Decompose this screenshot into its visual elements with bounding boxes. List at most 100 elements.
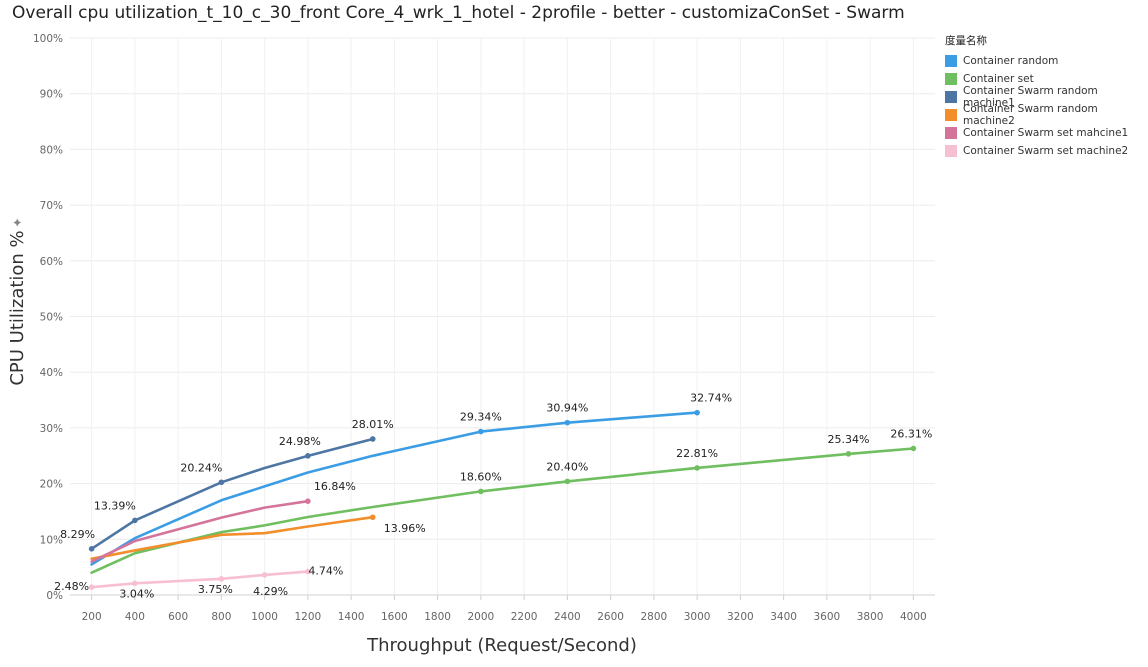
data-label: 13.96% <box>384 522 426 535</box>
data-point[interactable] <box>564 419 571 426</box>
data-label: 26.31% <box>890 427 932 440</box>
y-tick-label: 30% <box>40 423 63 435</box>
x-tick-label: 2400 <box>554 611 581 623</box>
legend-item[interactable]: Container Swarm set machine2 <box>945 142 1148 160</box>
series-line[interactable] <box>90 411 699 566</box>
series-layer <box>88 409 917 591</box>
data-point[interactable] <box>845 451 852 457</box>
legend-swatch <box>945 73 957 85</box>
legend: 度量名称 Container random Container set Contai… <box>945 33 1148 160</box>
grid-layer <box>70 37 935 596</box>
x-tick-label: 2200 <box>511 611 538 623</box>
legend-label: Container Swarm set machine2 <box>963 145 1129 157</box>
x-tick-label: 1600 <box>381 611 408 623</box>
data-label: 8.29% <box>60 528 95 541</box>
data-label: 4.29% <box>253 585 288 598</box>
data-label-layer: 29.34% 30.94% 32.74% 18.60% 20.40% 22.81% 25.3… <box>54 392 932 601</box>
legend-label: Container random <box>963 55 1059 67</box>
legend-item[interactable]: Container Swarm random machine1 <box>945 85 1148 109</box>
y-tick-label: 0% <box>46 590 63 602</box>
x-tick-label: 3600 <box>814 611 841 623</box>
series-line[interactable] <box>90 437 375 551</box>
y-tick-label: 90% <box>40 89 63 101</box>
data-label: 29.34% <box>460 411 502 424</box>
data-point[interactable] <box>694 465 700 471</box>
data-point[interactable] <box>305 453 311 459</box>
data-point[interactable] <box>564 478 571 485</box>
x-tick-label: 200 <box>82 611 102 623</box>
legend-swatch <box>945 127 957 139</box>
data-label: 28.01% <box>352 418 394 431</box>
data-point[interactable] <box>88 584 95 591</box>
y-tick-label: 50% <box>40 312 63 324</box>
y-axis-title-group: CPU Utilization % ✦ <box>7 217 28 386</box>
x-tick-label: 1400 <box>338 611 365 623</box>
y-tick-label: 20% <box>40 479 63 491</box>
data-label: 4.74% <box>308 565 343 578</box>
data-point[interactable] <box>261 572 268 578</box>
data-point[interactable] <box>305 498 311 505</box>
data-label: 32.74% <box>690 392 732 405</box>
legend-label: Container Swarm random machine1 <box>963 85 1098 109</box>
data-label: 24.98% <box>279 435 321 448</box>
x-tick-label: 800 <box>211 611 231 623</box>
x-tick-label: 3000 <box>684 611 711 623</box>
data-point[interactable] <box>132 517 138 524</box>
x-tick-label: 3400 <box>770 611 797 623</box>
x-tick-label: 2800 <box>641 611 668 623</box>
legend-title: 度量名称 <box>945 35 987 47</box>
series-line[interactable] <box>90 499 310 563</box>
x-tick-label: 600 <box>168 611 188 623</box>
data-label: 13.39% <box>94 499 136 512</box>
data-label: 3.04% <box>119 587 154 600</box>
x-tick-label: 3800 <box>857 611 884 623</box>
data-point[interactable] <box>88 546 95 552</box>
data-label: 2.48% <box>54 580 89 593</box>
legend-items: Container random Container set Container S… <box>945 52 1148 160</box>
axis-layer: 0% 10% 20% 30% 40% 50% 60% 70% 80% 90% 100% 200 400 6… <box>33 33 935 623</box>
data-label: 18.60% <box>460 470 502 483</box>
y-tick-label: 70% <box>40 200 63 212</box>
legend-swatch <box>945 109 957 121</box>
legend-item[interactable]: Container Swarm random machine2 <box>945 103 1148 127</box>
x-axis-title: Throughput (Request/Second) <box>366 635 637 656</box>
x-tick-label: 2600 <box>597 611 624 623</box>
data-point[interactable] <box>478 428 484 435</box>
data-label: 20.40% <box>546 460 588 473</box>
y-axis-title: CPU Utilization % <box>7 230 28 385</box>
data-point[interactable] <box>694 409 700 416</box>
series-line[interactable] <box>90 515 375 561</box>
data-point[interactable] <box>369 514 376 521</box>
y-tick-label: 10% <box>40 534 63 546</box>
legend-label: Container Swarm set mahcine1 <box>963 127 1129 139</box>
data-point[interactable] <box>478 488 484 495</box>
data-label: 22.81% <box>676 447 718 460</box>
data-point[interactable] <box>218 479 225 486</box>
legend-item[interactable]: Container random <box>945 52 1148 70</box>
legend-label: Container Swarm random machine2 <box>963 103 1098 127</box>
data-label: 20.24% <box>180 461 222 474</box>
data-point[interactable] <box>369 436 376 442</box>
x-tick-label: 3200 <box>727 611 754 623</box>
data-label: 3.75% <box>198 583 233 596</box>
y-tick-label: 60% <box>40 256 63 268</box>
legend-label: Container set <box>963 73 1034 85</box>
x-tick-label: 4000 <box>900 611 927 623</box>
data-point[interactable] <box>910 445 917 452</box>
legend-swatch <box>945 55 957 67</box>
legend-item[interactable]: Container Swarm set mahcine1 <box>945 124 1148 142</box>
legend-swatch <box>945 91 957 103</box>
x-tick-label: 1000 <box>251 611 278 623</box>
x-tick-label: 2000 <box>468 611 495 623</box>
data-point[interactable] <box>305 568 311 575</box>
pin-icon[interactable]: ✦ <box>11 217 26 228</box>
data-point[interactable] <box>132 580 138 587</box>
y-tick-label: 80% <box>40 144 63 156</box>
data-point[interactable] <box>218 576 225 582</box>
y-tick-label: 100% <box>33 33 63 45</box>
legend-swatch <box>945 145 957 157</box>
x-tick-label: 400 <box>125 611 145 623</box>
data-label: 16.84% <box>314 480 356 493</box>
legend-item[interactable]: Container set <box>945 70 1148 88</box>
